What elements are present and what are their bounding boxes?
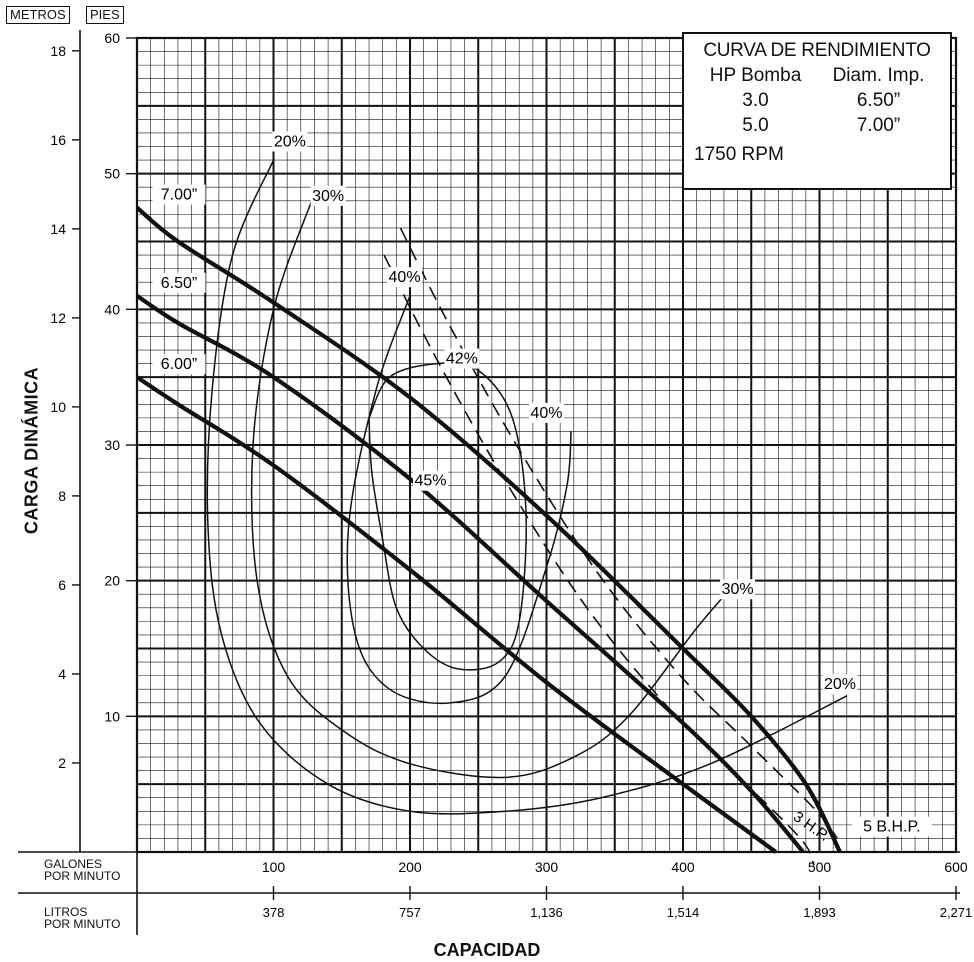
efficiency-curve-label-bg: [444, 348, 480, 369]
efficiency-curve-label-bg: [272, 131, 308, 152]
x-axis-title: CAPACIDAD: [433, 940, 541, 960]
x-tick-label-lpm: 1,514: [667, 905, 700, 920]
efficiency-curve-label: 45%: [414, 473, 446, 490]
gpm-label-line1: GALONES: [44, 857, 103, 871]
legend-row: 3.0 6.50”: [694, 90, 940, 112]
legend-title: CURVA DE RENDIMIENTO: [703, 40, 931, 61]
efficiency-curve-label: 30%: [312, 188, 344, 205]
head-curve-label: 6.00”: [161, 356, 197, 373]
y-tick-label-meters: 4: [58, 666, 66, 682]
efficiency-curve-label: 40%: [389, 269, 421, 286]
legend-header-row: HP Bomba Diam. Imp.: [694, 65, 940, 87]
y-tick-label-feet: 40: [104, 301, 120, 317]
y-tick-label-feet: 50: [104, 166, 120, 182]
head-curve: [135, 375, 778, 854]
lpm-label-line2: POR MINUTO: [44, 917, 121, 931]
bhp-curve: [399, 227, 838, 839]
legend-row: 5.0 7.00”: [694, 115, 940, 137]
head-curve-label: 6.50”: [161, 275, 197, 292]
gpm-label-line2: POR MINUTO: [44, 869, 121, 883]
y-tick-label-meters: 8: [58, 488, 66, 504]
y-tick-label-meters: 2: [58, 755, 66, 771]
x-tick-label-lpm: 2,271: [940, 905, 973, 920]
legend-rpm: 1750 RPM: [694, 144, 784, 165]
y-tick-label-feet: 20: [104, 573, 120, 589]
lpm-row-label: LITROS POR MINUTO: [44, 906, 120, 930]
efficiency-curve: [206, 159, 848, 815]
efficiency-curve-label-bg: [822, 674, 858, 695]
lpm-label-line1: LITROS: [44, 905, 88, 919]
y-tick-label-feet: 10: [104, 708, 120, 724]
efficiency-curve-label: 20%: [274, 134, 306, 151]
legend-box: CURVA DE RENDIMIENTO HP Bomba Diam. Imp.…: [682, 32, 952, 190]
y-tick-label-meters: 12: [50, 310, 66, 326]
head-curve: [135, 205, 842, 853]
head-curve-label-bg: [152, 184, 206, 205]
efficiency-curve: [346, 295, 572, 705]
bhp-curve-label-bg: [851, 816, 932, 837]
bhp-curves: [383, 227, 838, 866]
bhp-curve-label: 3 H.P.: [790, 808, 832, 845]
x-tick-label-lpm: 757: [399, 905, 421, 920]
y-tick-label-feet: 30: [104, 437, 120, 453]
gpm-row-label: GALONES POR MINUTO: [44, 858, 120, 882]
y-tick-label-meters: 16: [50, 132, 66, 148]
bhp-curve-label: 5 B.H.P.: [863, 819, 921, 836]
efficiency-curve-label-bg: [310, 185, 346, 206]
head-curve: [135, 294, 805, 854]
legend-diam-1: 6.50”: [856, 90, 901, 111]
y-tick-label-meters: 6: [58, 577, 66, 593]
x-tick-label-gpm: 300: [535, 859, 559, 875]
feet-unit-label: PIES: [86, 6, 124, 24]
efficiency-curve-label: 40%: [530, 405, 562, 422]
axes: 10 20 30 40 50 60 2 4 6 8 10 12 14 16 18 100 200 300 400 50…: [18, 30, 972, 935]
x-tick-label-gpm: 100: [262, 859, 286, 875]
x-tick-label-lpm: 1,136: [530, 905, 563, 920]
bhp-curve: [383, 254, 815, 866]
efficiency-curve-label: 30%: [722, 581, 754, 598]
meters-unit-label: METROS: [6, 6, 70, 24]
legend-col-hp: HP Bomba: [709, 65, 802, 86]
x-tick-label-gpm: 200: [398, 859, 422, 875]
efficiency-curve-label-bg: [412, 470, 448, 491]
head-curves: [135, 205, 842, 854]
y-tick-label-feet: 60: [104, 30, 120, 46]
efficiency-curve-label-bg: [529, 402, 564, 423]
x-tick-label-gpm: 500: [808, 859, 832, 875]
efficiency-curve: [250, 200, 739, 779]
legend-hp-2: 5.0: [742, 115, 769, 136]
efficiency-curve-label-bg: [387, 267, 423, 288]
legend-col-diam: Diam. Imp.: [832, 65, 925, 86]
legend-diam-2: 7.00”: [856, 115, 901, 136]
efficiency-curve-label: 42%: [446, 351, 478, 368]
x-tick-label-lpm: 1,893: [803, 905, 836, 920]
y-axis-title: CARGA DINÁMICA: [21, 366, 42, 535]
y-tick-label-meters: 18: [50, 43, 66, 59]
x-tick-label-gpm: 400: [671, 859, 695, 875]
legend-hp-1: 3.0: [742, 90, 769, 111]
x-tick-label-gpm: 600: [944, 859, 968, 875]
head-curve-label: 7.00”: [161, 187, 197, 204]
head-curve-label-bg: [152, 272, 206, 293]
efficiency-curve-label-bg: [720, 579, 756, 600]
efficiency-curve: [368, 362, 527, 671]
efficiency-curve-label: 20%: [824, 676, 856, 693]
x-tick-label-lpm: 378: [263, 905, 285, 920]
head-curve-label-bg: [152, 354, 206, 375]
y-tick-label-meters: 14: [50, 221, 66, 237]
y-tick-label-meters: 10: [50, 399, 66, 415]
